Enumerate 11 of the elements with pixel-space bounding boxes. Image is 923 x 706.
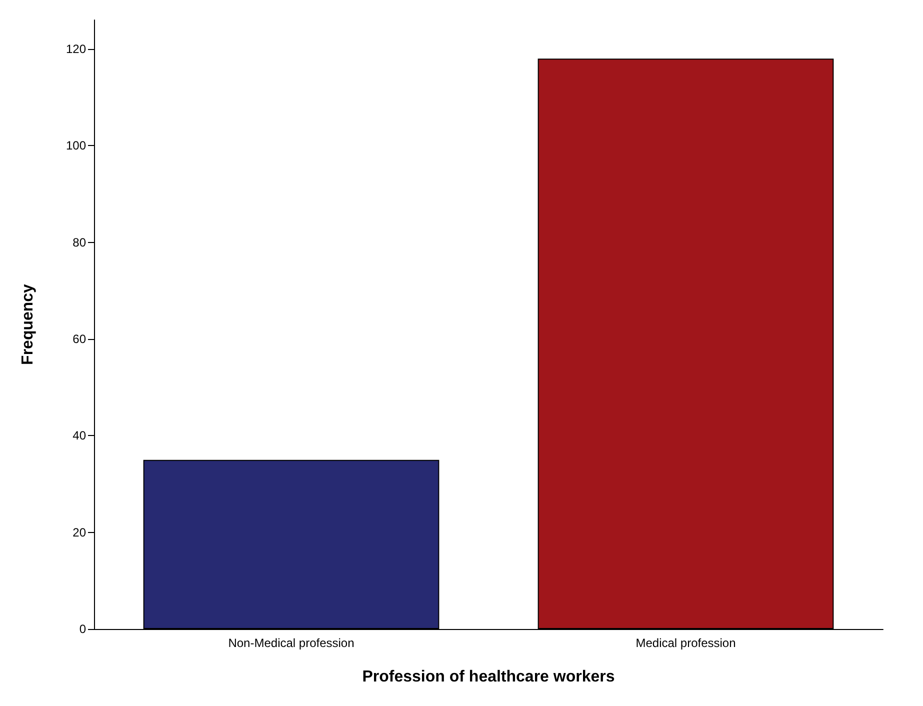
y-tick-label: 40 bbox=[72, 428, 86, 443]
y-axis-title: Frequency bbox=[20, 284, 36, 365]
y-tick-label: 80 bbox=[72, 235, 86, 250]
x-tick-label: Non-Medical profession bbox=[228, 636, 354, 650]
y-tick-label: 120 bbox=[66, 42, 86, 56]
y-tick-label: 0 bbox=[79, 622, 86, 636]
y-tick-label: 20 bbox=[72, 525, 86, 540]
y-tick-label: 60 bbox=[72, 332, 86, 346]
x-tick-label: Medical profession bbox=[636, 636, 736, 650]
x-axis-title: Profession of healthcare workers bbox=[362, 668, 615, 686]
y-tick-label: 100 bbox=[66, 138, 86, 153]
